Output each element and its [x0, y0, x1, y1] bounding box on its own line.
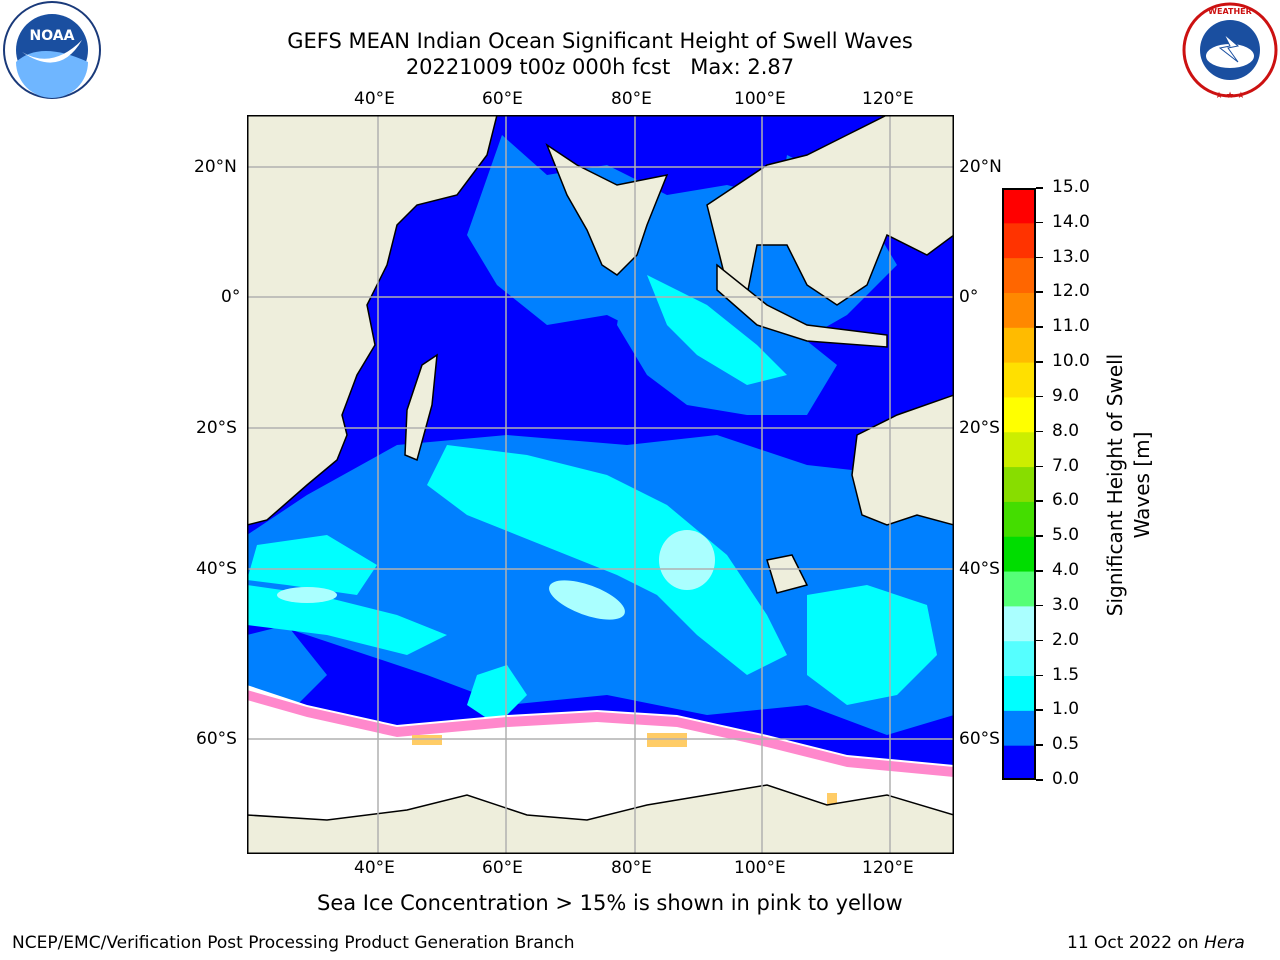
chart-title-line1: GEFS MEAN Indian Ocean Significant Heigh… [287, 29, 913, 53]
colorbar-tick-label: 9.0 [1052, 385, 1080, 406]
svg-text:★ ★ ★: ★ ★ ★ [1215, 91, 1245, 101]
colorbar-tick-mark [1036, 500, 1043, 502]
lon-tick-bottom-120: 120°E [862, 858, 914, 878]
lat-tick-left-60s: 60°S [196, 729, 237, 749]
colorbar-tick-mark [1036, 326, 1043, 328]
colorbar-tick-mark [1036, 709, 1043, 711]
colorbar-label-line2: Waves [m] [1130, 431, 1154, 539]
sea-ice-caption: Sea Ice Concentration > 15% is shown in … [317, 891, 903, 915]
colorbar-segment [1002, 292, 1036, 328]
colorbar-tick-mark [1036, 465, 1043, 468]
map-panel [247, 115, 954, 854]
lat-tick-left-40s: 40°S [196, 559, 237, 579]
colorbar-segment [1002, 396, 1036, 433]
chart-title-line2: 20221009 t00z 000h fcst Max: 2.87 [405, 55, 795, 79]
colorbar-tick-label: 8.0 [1052, 420, 1080, 441]
colorbar-tick-mark [1036, 291, 1043, 293]
colorbar-tick-label: 0.5 [1052, 734, 1080, 755]
colorbar-tick-mark [1036, 604, 1043, 607]
colorbar-tick-mark [1036, 395, 1043, 398]
lat-tick-right-20n: 20°N [959, 157, 1002, 177]
colorbar-segment [1002, 501, 1036, 537]
colorbar-segment [1002, 188, 1036, 224]
colorbar-tick-label: 11.0 [1052, 316, 1090, 337]
colorbar-tick-label: 0.0 [1052, 769, 1080, 789]
lat-tick-right-40s: 40°S [959, 559, 1000, 579]
colorbar-tick-mark [1036, 570, 1043, 572]
colorbar-tick-mark [1036, 535, 1043, 537]
colorbar-tick-mark [1036, 221, 1043, 224]
colorbar-segment [1002, 327, 1036, 363]
lon-tick-top-120: 120°E [862, 89, 914, 109]
colorbar-tick-mark [1036, 430, 1043, 433]
noaa-logo-icon: NOAA [0, 0, 104, 104]
colorbar-segment [1002, 257, 1036, 293]
lat-tick-right-20s: 20°S [959, 418, 1000, 438]
colorbar-tick-mark [1036, 779, 1043, 781]
colorbar-tick-mark [1036, 361, 1043, 363]
colorbar-segment [1002, 571, 1036, 607]
colorbar-tick-mark [1036, 187, 1043, 189]
colorbar-tick-label: 2.0 [1052, 629, 1080, 650]
footer-right: 11 Oct 2022 on Hera [1067, 933, 1245, 953]
colorbar-segment [1002, 536, 1036, 572]
colorbar-tick-label: 12.0 [1052, 281, 1090, 302]
colorbar-segment [1002, 431, 1036, 468]
colorbar-segment [1002, 605, 1036, 642]
colorbar-tick-label: 3.0 [1052, 594, 1080, 615]
swell-band-high [247, 275, 937, 725]
lon-tick-top-80: 80°E [611, 89, 652, 109]
colorbar-segment [1002, 745, 1036, 781]
svg-text:WEATHER: WEATHER [1208, 7, 1252, 16]
colorbar-tick-label: 4.0 [1052, 560, 1080, 581]
lon-tick-bottom-80: 80°E [611, 858, 652, 878]
land [247, 115, 954, 854]
colorbar-segment [1002, 640, 1036, 677]
colorbar-tick-label: 7.0 [1052, 455, 1080, 476]
lon-tick-top-40: 40°E [354, 89, 395, 109]
map-border [247, 115, 954, 854]
lon-tick-bottom-40: 40°E [354, 858, 395, 878]
lat-tick-right-0: 0° [959, 287, 979, 307]
lon-tick-bottom-100: 100°E [734, 858, 786, 878]
colorbar-segment [1002, 362, 1036, 398]
lon-tick-top-100: 100°E [734, 89, 786, 109]
footer-left: NCEP/EMC/Verification Post Processing Pr… [12, 933, 575, 953]
colorbar-tick-label: 13.0 [1052, 246, 1090, 267]
colorbar-tick-label: 6.0 [1052, 490, 1080, 511]
footer-date: 11 Oct 2022 on [1067, 933, 1205, 953]
sea-ice-edge [247, 690, 954, 777]
colorbar-label-line1: Significant Height of Swell [1103, 353, 1127, 617]
colorbar [1002, 188, 1036, 781]
colorbar-tick-label: 14.0 [1052, 211, 1090, 232]
colorbar-segment [1002, 675, 1036, 711]
colorbar-segment [1002, 466, 1036, 502]
nws-logo-icon: WEATHER ★ ★ ★ [1180, 0, 1280, 104]
colorbar-tick-mark [1036, 639, 1043, 642]
lat-tick-left-20s: 20°S [196, 418, 237, 438]
swell-band-max [277, 530, 715, 620]
lon-tick-bottom-60: 60°E [482, 858, 523, 878]
colorbar-tick-label: 10.0 [1052, 351, 1090, 372]
colorbar-tick-mark [1036, 674, 1043, 677]
colorbar-tick-mark [1036, 744, 1043, 746]
footer-host: Hera [1204, 933, 1245, 953]
gridlines [247, 115, 954, 854]
colorbar-tick-label: 15.0 [1052, 177, 1090, 197]
colorbar-tick-mark [1036, 256, 1043, 259]
colorbar-tick-label: 5.0 [1052, 525, 1080, 546]
lat-tick-left-0: 0° [221, 287, 241, 307]
colorbar-tick-label: 1.5 [1052, 664, 1080, 685]
lat-tick-left-20n: 20°N [194, 157, 237, 177]
colorbar-segment [1002, 710, 1036, 746]
lat-tick-right-60s: 60°S [959, 729, 1000, 749]
colorbar-segment [1002, 222, 1036, 259]
colorbar-border [1002, 188, 1036, 780]
lon-tick-top-60: 60°E [482, 89, 523, 109]
colorbar-tick-label: 1.0 [1052, 699, 1080, 720]
svg-text:NOAA: NOAA [30, 28, 75, 44]
